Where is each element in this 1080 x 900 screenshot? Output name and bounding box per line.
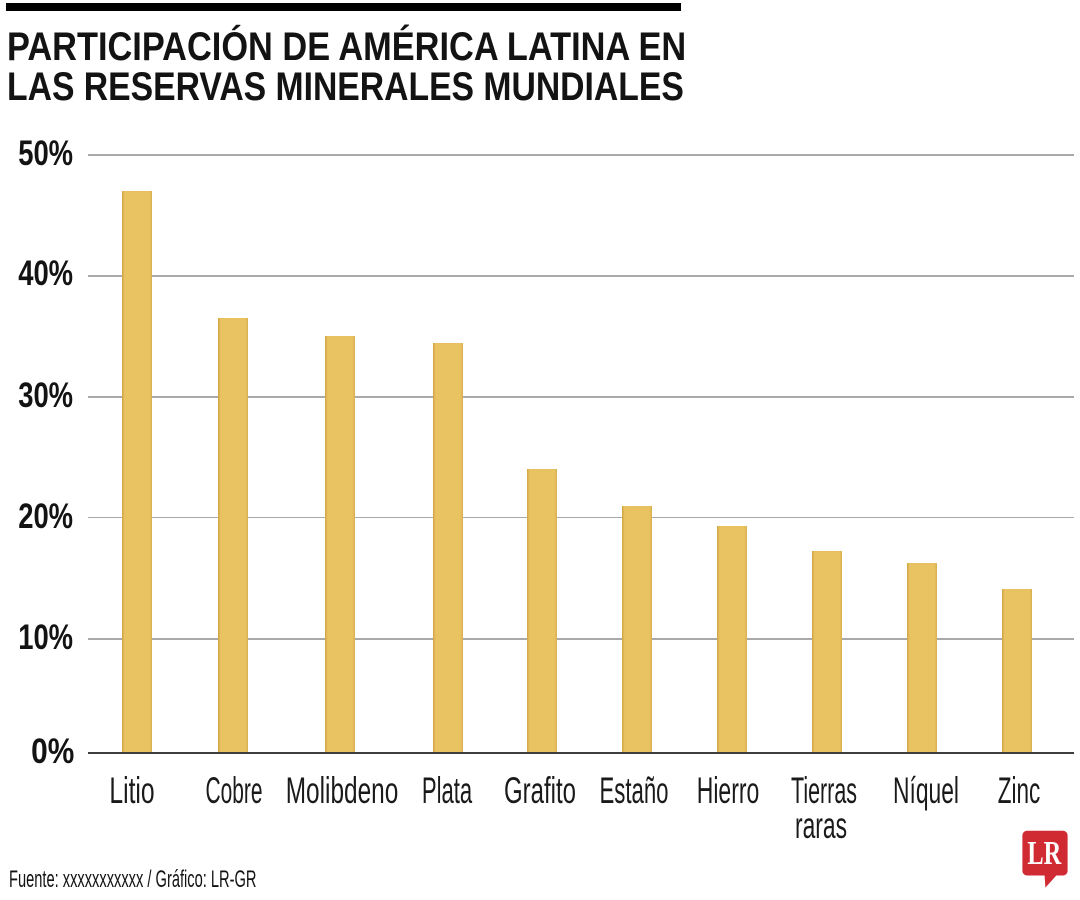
svg-text:LR: LR	[1027, 835, 1062, 872]
